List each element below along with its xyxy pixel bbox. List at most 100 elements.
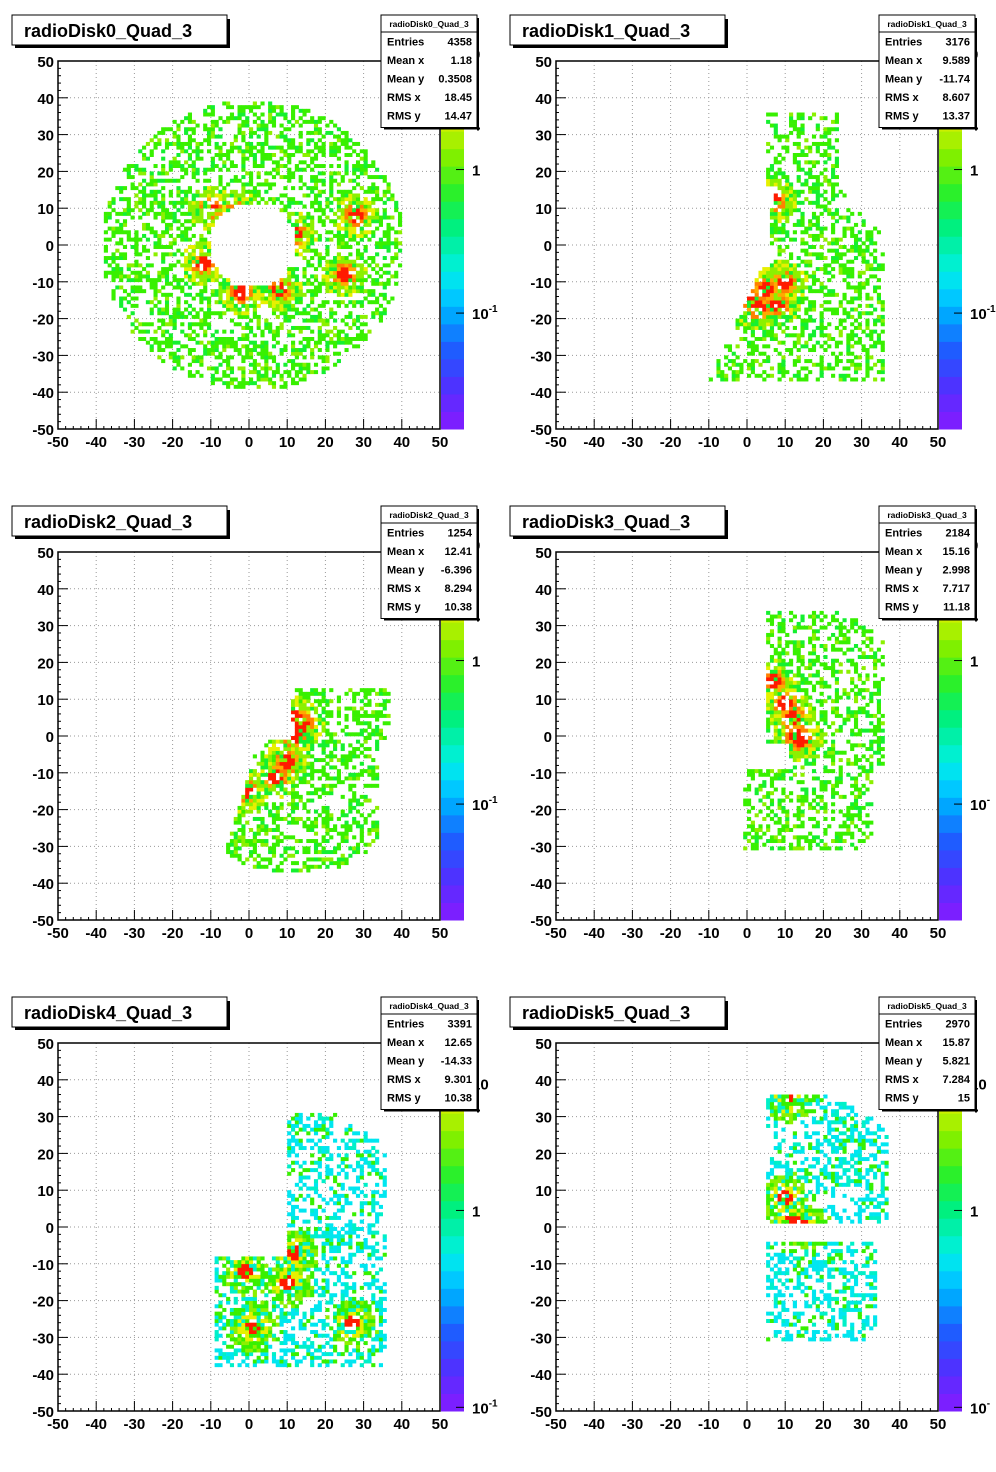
histogram-cell <box>329 754 334 759</box>
histogram-cell <box>256 105 261 110</box>
histogram-cell <box>827 337 832 341</box>
histogram-cell <box>378 303 383 308</box>
histogram-cell <box>218 149 223 154</box>
histogram-cell <box>762 285 767 290</box>
stats-value: 1.18 <box>451 55 472 67</box>
histogram-cell <box>758 337 763 341</box>
histogram-cell <box>363 245 368 249</box>
histogram-cell <box>359 211 364 216</box>
histogram-cell <box>325 281 330 286</box>
histogram-cell <box>766 769 771 774</box>
histogram-cell <box>846 348 851 353</box>
histogram-cell <box>333 333 338 338</box>
histogram-cell <box>325 278 330 283</box>
histogram-cell <box>233 289 238 294</box>
histogram-cell <box>769 241 775 246</box>
histogram-cell <box>187 226 192 231</box>
histogram-cell <box>310 296 315 301</box>
histogram-cell <box>241 123 246 128</box>
histogram-cell <box>168 226 173 231</box>
histogram-cell <box>317 189 322 194</box>
histogram-cell <box>781 828 786 832</box>
histogram-cell <box>287 820 292 825</box>
histogram-cell <box>359 813 364 818</box>
histogram-cell <box>777 204 782 209</box>
histogram-cell <box>214 123 219 128</box>
histogram-cell <box>122 222 128 227</box>
histogram-cell <box>792 281 797 286</box>
histogram-cell <box>329 274 334 279</box>
histogram-cell <box>359 285 364 290</box>
histogram-cell <box>861 219 866 224</box>
histogram-cell <box>107 226 112 231</box>
histogram-cell <box>769 303 775 308</box>
histogram-cell <box>199 141 204 146</box>
histogram-cell <box>823 366 828 371</box>
histogram-cell <box>743 846 748 851</box>
histogram-cell <box>306 765 311 770</box>
histogram-cell <box>846 366 851 371</box>
histogram-cell <box>823 333 828 338</box>
histogram-cell <box>819 182 824 187</box>
histogram-cell <box>249 370 254 375</box>
histogram-cell <box>827 362 832 367</box>
histogram-cell <box>869 329 874 334</box>
stats-value: 18.45 <box>444 92 472 104</box>
histogram-cell <box>176 233 181 238</box>
color-bar-segment <box>441 183 464 202</box>
histogram-cell <box>773 677 778 682</box>
histogram-cell <box>317 130 322 135</box>
histogram-cell <box>762 842 767 847</box>
stats-key: Entries <box>885 37 922 49</box>
histogram-cell <box>294 805 299 810</box>
histogram-cell <box>256 189 261 194</box>
histogram-cell <box>302 739 307 744</box>
histogram-cell <box>800 344 805 349</box>
histogram-cell <box>275 303 280 308</box>
histogram-cell <box>134 164 139 169</box>
histogram-cell <box>773 348 778 353</box>
histogram-cell <box>378 197 383 202</box>
y-tick-label: -40 <box>32 385 54 402</box>
histogram-cell <box>325 809 330 814</box>
histogram-cell <box>344 691 349 696</box>
histogram-cell <box>325 289 330 294</box>
histogram-cell <box>880 348 885 353</box>
histogram-cell <box>766 684 771 689</box>
histogram-cell <box>310 281 315 286</box>
histogram-cell <box>103 237 108 242</box>
histogram-cell <box>237 839 242 844</box>
histogram-cell <box>249 329 254 334</box>
stats-key: RMS x <box>387 92 422 104</box>
histogram-cell <box>142 153 147 157</box>
histogram-cell <box>271 108 277 113</box>
histogram-cell <box>218 355 223 360</box>
histogram-cell <box>313 710 319 715</box>
histogram-cell <box>336 292 341 297</box>
histogram-cell <box>750 311 755 316</box>
histogram-cell <box>264 780 269 785</box>
histogram-cell <box>317 702 322 707</box>
histogram-cell <box>333 256 338 261</box>
histogram-cell <box>336 215 341 220</box>
histogram-cell <box>317 314 322 319</box>
histogram-cell <box>168 222 173 227</box>
histogram-cell <box>229 178 235 183</box>
histogram-cell <box>195 259 200 264</box>
histogram-cell <box>226 850 231 855</box>
histogram-cell <box>777 325 782 330</box>
histogram-cell <box>241 377 246 382</box>
histogram-cell <box>222 285 227 290</box>
histogram-cell <box>340 138 345 143</box>
histogram-cell <box>268 156 273 161</box>
x-tick-label: 0 <box>245 434 253 451</box>
histogram-cell <box>214 300 219 305</box>
histogram-cell <box>279 765 284 770</box>
histogram-cell <box>321 710 326 715</box>
histogram-cell <box>363 219 368 224</box>
histogram-cell <box>773 691 778 696</box>
histogram-cell <box>344 222 349 227</box>
histogram-cell <box>122 186 128 191</box>
histogram-cell <box>344 259 349 264</box>
histogram-cell <box>176 259 181 264</box>
